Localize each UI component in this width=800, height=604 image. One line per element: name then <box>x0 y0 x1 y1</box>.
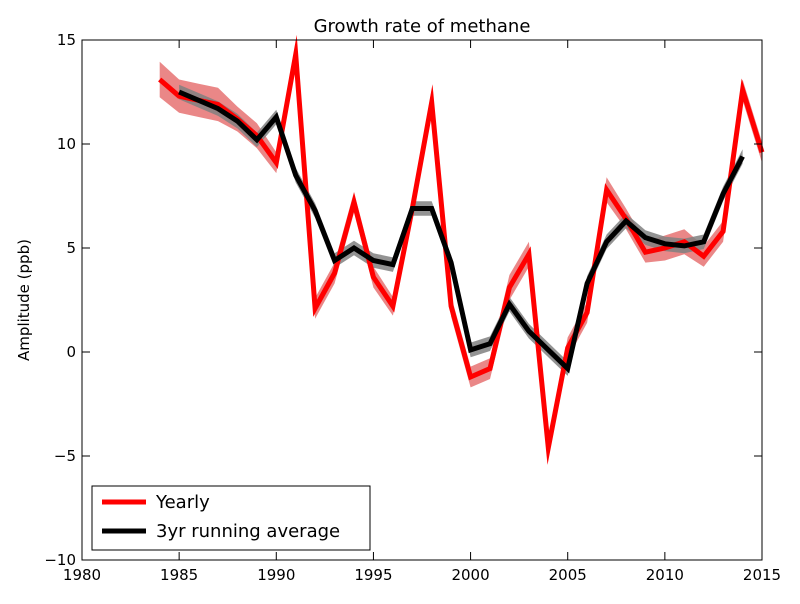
y-tick-label: 5 <box>66 239 76 257</box>
y-tick-label: 15 <box>57 31 76 49</box>
x-tick-label: 2015 <box>743 566 781 584</box>
legend: Yearly 3yr running average <box>92 486 370 550</box>
y-tick-label: 0 <box>66 343 76 361</box>
legend-label-running-average: 3yr running average <box>156 521 340 542</box>
y-tick-label: −10 <box>44 551 76 569</box>
y-axis-label: Amplitude (ppb) <box>15 239 33 361</box>
x-tick-label: 1985 <box>160 566 198 584</box>
x-tick-label: 2005 <box>549 566 587 584</box>
legend-label-yearly: Yearly <box>155 492 210 513</box>
y-tick-label: 10 <box>57 135 76 153</box>
x-tick-label: 1995 <box>354 566 392 584</box>
x-tick-label: 2000 <box>451 566 489 584</box>
x-tick-label: 2010 <box>646 566 684 584</box>
x-tick-label: 1990 <box>257 566 295 584</box>
y-tick-label: −5 <box>54 447 76 465</box>
chart-title: Growth rate of methane <box>314 16 531 37</box>
